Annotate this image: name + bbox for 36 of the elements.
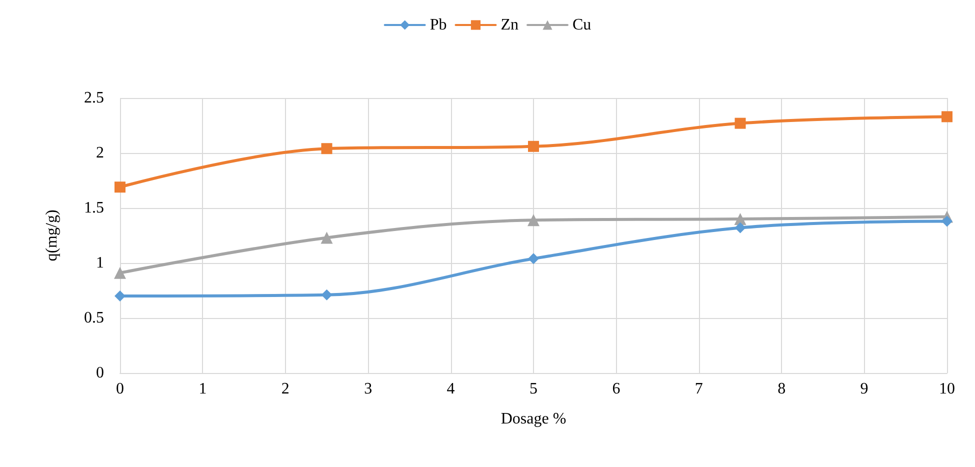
y-axis-title: q(mg/g) [44, 210, 60, 262]
point [942, 216, 952, 227]
legend-label: Zn [500, 16, 519, 34]
x-tick-label: 6 [612, 380, 620, 398]
point [321, 289, 332, 300]
x-axis-title: Dosage % [500, 410, 566, 428]
x-tick-label: 3 [364, 380, 372, 398]
point [942, 111, 952, 122]
point [528, 253, 539, 264]
point [734, 213, 746, 225]
x-tick-label: 5 [530, 380, 538, 398]
x-tick-label: 4 [446, 380, 455, 398]
y-tick-label: 1.5 [84, 200, 104, 216]
y-tick-label: 2.5 [84, 90, 104, 106]
x-tick-label: 7 [694, 380, 703, 398]
point [734, 118, 746, 129]
point [320, 232, 333, 244]
point [114, 290, 126, 302]
x-tick-label: 9 [860, 380, 868, 398]
x-tick-label: 8 [778, 380, 786, 398]
point [321, 143, 332, 154]
point [528, 214, 540, 226]
x-tick-label: 10 [939, 380, 955, 398]
point [528, 140, 539, 152]
legend-label: Cu [572, 16, 592, 34]
point [114, 182, 126, 193]
point [734, 222, 746, 234]
x-tick-label: 1 [198, 380, 207, 398]
x-tick-label: 0 [116, 380, 124, 398]
point [114, 266, 126, 279]
legend-label: Pb [430, 16, 447, 34]
y-tick-label: 0 [96, 364, 104, 382]
y-tick-label: 2 [96, 144, 104, 162]
y-tick-label: 0.5 [84, 310, 104, 326]
y-tick-label: 1 [96, 254, 104, 272]
x-tick-label: 2 [281, 380, 290, 398]
